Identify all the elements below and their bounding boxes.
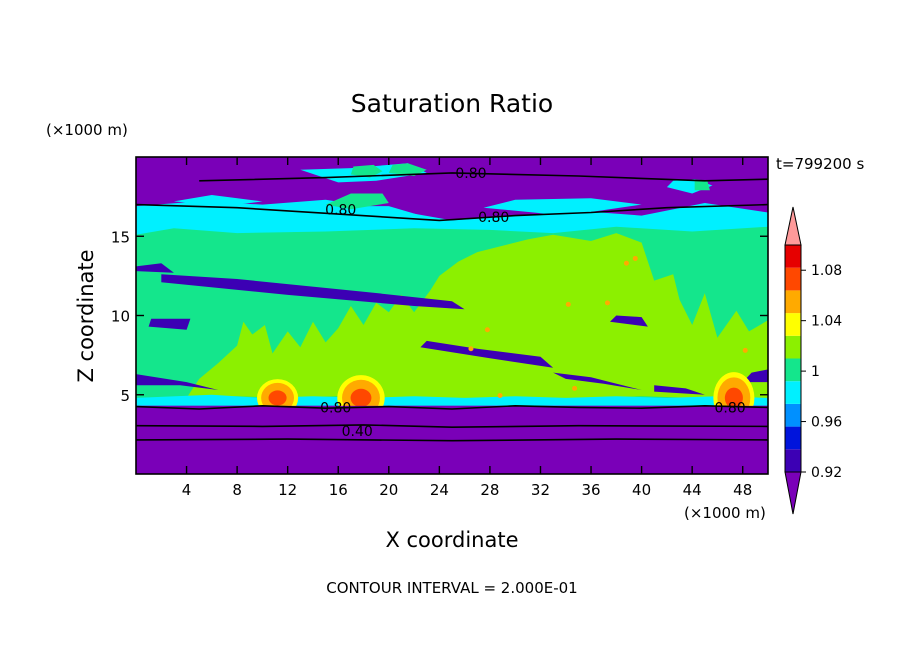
contour-line-0.80-upper [136,203,768,222]
y-tick-label: 15 [111,228,130,246]
fill-region [300,206,427,221]
contour-interval-note: CONTOUR INTERVAL = 2.000E-01 [326,579,577,597]
warm-speck [572,385,578,391]
colorbar-label: 0.96 [811,415,842,431]
colorbar-band [785,449,801,472]
fill-region [136,374,219,390]
x-tick-label: 40 [632,481,651,499]
colorbar-band [785,245,801,268]
fill-region [654,385,705,395]
fill-region [161,274,465,310]
y-tick-label: 10 [111,308,130,326]
warm-speck [565,301,571,307]
colorbar-band [785,403,801,427]
fill-region [136,233,768,402]
colorbar-frame [784,244,802,473]
colorbar-band [785,313,801,336]
fill-region [148,318,191,330]
fill-region [610,315,648,327]
colorbar-label: 0.92 [811,465,842,481]
x-tick-label: 32 [531,481,550,499]
colorbar: 0.92 0.96 1 1.04 1.08 [784,206,842,515]
contour-label: 0.80 [325,202,356,218]
warm-blob [724,387,743,409]
fill-region [694,179,710,191]
fill-region [136,263,174,273]
fill-region [420,340,554,368]
x-tick-label: 24 [430,481,449,499]
x-tick-label: 20 [379,481,398,499]
colorbar-band [785,335,801,359]
contour-line-0.60 [136,424,768,429]
contour-label: 0.80 [455,166,486,182]
warm-speck [742,347,748,353]
fill-region [350,164,383,178]
chart-title: Saturation Ratio [351,89,553,118]
colorbar-band [785,381,801,404]
colorbar-extend-low [784,471,802,515]
colorbar-band [785,426,801,450]
colorbar-label: 1.04 [811,314,842,330]
fill-region [325,193,389,210]
contour-line-0.80-low [136,404,768,410]
colorbar-label: 1 [811,364,820,380]
colorbar-band [785,358,801,382]
x-tick-label: 48 [733,481,752,499]
contour-label: 0.40 [342,424,373,440]
warm-blob [268,390,287,406]
y-axis-title: Z coordinate [74,249,98,382]
x-tick-label: 16 [329,481,348,499]
warm-speck [604,300,610,306]
warm-speck [484,327,490,333]
colorbar-band [785,290,801,314]
warm-speck [623,260,629,266]
fill-region [483,198,642,216]
y-axis-unit: (×1000 m) [46,121,128,139]
contour-label: 0.80 [714,400,745,416]
plot-area: 0.800.80 0.800.800.400.804 8 12 16 20 24 28 32 36… [111,156,769,499]
colorbar-extend-high [784,206,802,246]
fill-region [388,163,427,176]
x-tick-label: 28 [480,481,499,499]
warm-blob [350,388,372,408]
x-axis-unit: (×1000 m) [684,504,766,522]
warm-speck [632,255,638,261]
contour-line-0.40 [136,438,768,442]
contour-label: 0.80 [478,210,509,226]
fill-region [742,369,768,383]
x-axis-title: X coordinate [385,528,518,552]
fill-region [173,195,263,207]
warm-speck [468,346,474,352]
time-label: t=799200 s [776,155,864,173]
y-tick-label: 5 [120,387,130,405]
colorbar-label: 1.08 [811,263,842,279]
fill-region [553,372,642,390]
contour-line-0.80-top [199,172,768,182]
x-tick-label: 12 [278,481,297,499]
contour-field: 0.80 0.80 0.80 0.80 0.40 0.80 [136,157,768,474]
x-tick-label: 8 [232,481,242,499]
x-tick-label: 36 [581,481,600,499]
x-tick-label: 44 [683,481,702,499]
contour-label: 0.80 [320,400,351,416]
warm-speck [497,393,503,399]
x-tick-label: 4 [182,481,192,499]
colorbar-band [785,267,801,291]
